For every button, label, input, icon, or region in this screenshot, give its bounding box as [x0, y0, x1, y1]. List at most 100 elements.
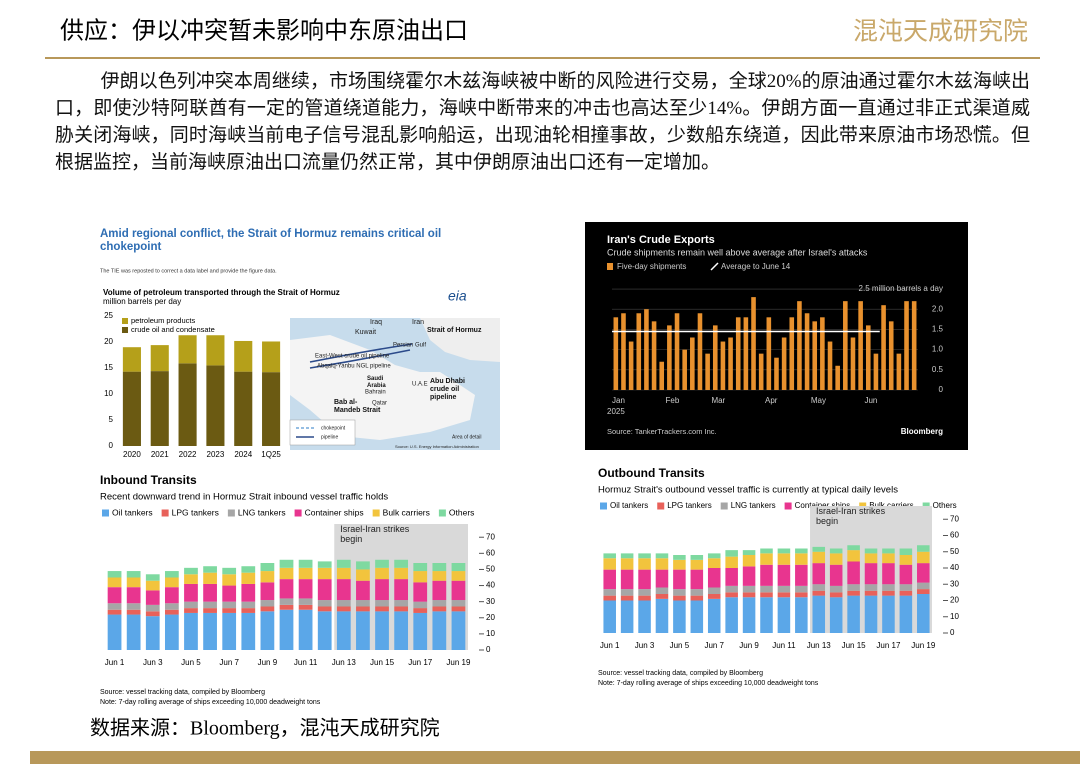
x-tick-label: Jun 17 [408, 658, 433, 667]
chart-source: Source: vessel tracking data, compiled b… [100, 689, 265, 696]
y-tick-label: 20 [486, 613, 495, 622]
bar [760, 564, 773, 586]
map-pipeline [309, 343, 413, 363]
y-tick-label: 50 [950, 547, 959, 556]
bar [760, 592, 773, 598]
bar [317, 611, 332, 650]
bar [279, 579, 294, 599]
bar [184, 601, 198, 609]
bar [262, 372, 281, 446]
x-tick-label: 2021 [151, 450, 169, 459]
x-tick-label: Jun 17 [876, 641, 901, 650]
bar [620, 558, 634, 570]
bar [882, 553, 895, 564]
bar [760, 553, 773, 565]
bar [655, 594, 669, 599]
x-tick-label: Jun 7 [704, 641, 724, 650]
legend-swatch [294, 509, 302, 517]
bar [336, 559, 351, 568]
bar [742, 585, 756, 593]
bar [164, 614, 179, 650]
y-tick-label: 2.5 million barrels a day [859, 284, 943, 293]
bar [375, 600, 389, 607]
bar [638, 600, 651, 633]
bar [777, 564, 791, 586]
bar [184, 583, 198, 602]
legend-label: crude oil and condensate [131, 325, 215, 334]
y-tick-label: 20 [104, 337, 113, 346]
chart-title: Inbound Transits [100, 473, 197, 487]
bar [858, 301, 863, 390]
bar [760, 585, 773, 593]
x-tick-label: Jun 13 [332, 658, 357, 667]
bar [178, 363, 197, 446]
x-tick-label: Jun 1 [105, 658, 125, 667]
bar [164, 603, 179, 610]
legend-label: Oil tankers [610, 501, 648, 510]
bar [864, 553, 878, 564]
y-tick-label: 70 [486, 532, 495, 541]
bar [375, 567, 389, 580]
bar [222, 567, 237, 575]
bar [375, 559, 389, 568]
footer-bar [30, 751, 1080, 764]
bar [413, 571, 428, 583]
bar [899, 595, 913, 633]
legend-label: Others [449, 507, 475, 517]
y-tick-label: 50 [486, 565, 495, 574]
bar [260, 611, 275, 650]
legend-label: Others [933, 501, 957, 510]
bar [882, 584, 895, 591]
bar [690, 595, 704, 601]
bar [178, 335, 197, 364]
bar [777, 553, 791, 565]
y-tick-label: 30 [486, 597, 495, 606]
bar [356, 569, 370, 581]
map-label: chokepoint [321, 425, 346, 431]
bar [888, 321, 894, 390]
bar [638, 595, 651, 601]
bar [882, 548, 895, 554]
bar [620, 553, 634, 559]
bar [917, 594, 930, 633]
bar [356, 580, 370, 601]
x-tick-label: May [811, 396, 826, 405]
x-tick-label: Jun 5 [670, 641, 690, 650]
bar [317, 600, 332, 607]
map-label: Bab al-Mandeb Strait [334, 399, 381, 414]
bar [847, 590, 860, 596]
bar [620, 595, 634, 601]
bar [451, 606, 466, 612]
bar [298, 604, 313, 610]
map-label: Iraq [370, 319, 382, 326]
body-text: 伊朗以色列冲突本周继续，市场围绕霍尔木兹海峡被中断的风险进行交易，全球20%的原… [55, 71, 1030, 173]
x-tick-label: Jun 9 [739, 641, 759, 650]
legend-label: LPG tankers [172, 507, 219, 517]
bar [743, 317, 749, 390]
bar [827, 341, 833, 390]
map-land [290, 335, 475, 440]
bar [451, 600, 466, 607]
bar [673, 569, 686, 590]
bar [432, 611, 447, 650]
bar [241, 612, 256, 650]
bar [203, 583, 217, 602]
bar [394, 611, 409, 650]
bar [917, 545, 930, 552]
source: 数据来源：Bloomberg，混沌天成研究院 [90, 717, 440, 740]
bar [279, 604, 294, 610]
x-tick-label: Jun 9 [258, 658, 278, 667]
y-tick-label: 30 [950, 579, 959, 588]
bar [336, 611, 351, 650]
bar [603, 589, 616, 596]
bar [336, 606, 351, 612]
bar [451, 580, 466, 601]
bar [651, 321, 657, 390]
bar [707, 587, 721, 594]
bar [766, 317, 772, 390]
bar [145, 604, 160, 612]
bar [298, 567, 313, 580]
bar [638, 553, 651, 559]
bar [829, 553, 843, 565]
bar [865, 325, 871, 390]
